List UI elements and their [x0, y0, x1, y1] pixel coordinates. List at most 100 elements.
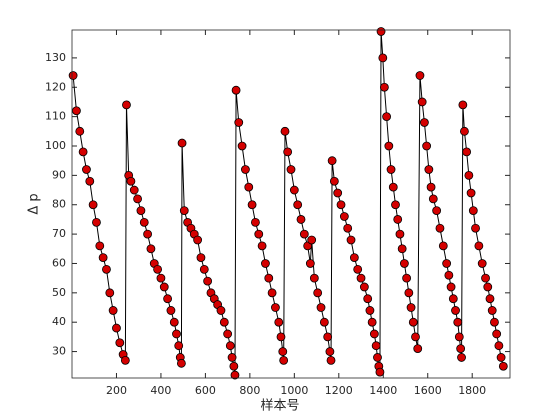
data-point — [426, 182, 436, 192]
data-point — [406, 303, 416, 312]
data-point — [402, 273, 412, 283]
data-point — [271, 303, 280, 312]
data-point — [196, 253, 206, 262]
data-point — [428, 194, 438, 204]
data-point — [276, 332, 286, 342]
data-point — [126, 176, 136, 186]
data-point — [474, 241, 484, 251]
data-point — [388, 182, 398, 192]
data-point — [219, 317, 229, 327]
data-point — [234, 118, 244, 127]
data-point — [244, 182, 254, 192]
data-point — [420, 118, 429, 127]
y-tick-label: 60 — [52, 256, 66, 269]
data-point — [386, 165, 396, 174]
data-point — [379, 82, 389, 92]
data-point — [267, 288, 277, 298]
data-point — [327, 156, 337, 166]
data-point — [384, 141, 394, 151]
data-point — [172, 329, 181, 339]
data-point — [490, 317, 499, 327]
x-tick-label: 1000 — [280, 384, 308, 397]
data-point — [365, 306, 375, 315]
data-point — [176, 358, 186, 368]
data-point — [363, 294, 373, 304]
data-point — [415, 71, 425, 80]
x-tick-label: 200 — [106, 384, 127, 397]
data-point — [417, 97, 427, 107]
data-point — [339, 212, 349, 221]
data-point — [279, 355, 289, 365]
data-point — [143, 229, 152, 239]
data-point — [442, 259, 452, 268]
data-point — [397, 244, 407, 254]
x-axis-label: 样本号 — [260, 399, 299, 414]
data-point — [237, 141, 247, 151]
y-tick-label: 110 — [45, 110, 66, 123]
data-point — [471, 223, 480, 233]
data-point — [166, 306, 176, 315]
data-point — [413, 344, 423, 354]
data-point — [169, 317, 179, 327]
data-point — [223, 329, 233, 339]
x-tick-label: 400 — [150, 384, 171, 397]
data-point — [325, 347, 335, 356]
data-point — [492, 329, 502, 339]
x-tick-label: 1800 — [458, 384, 486, 397]
data-point — [457, 353, 466, 362]
data-point — [375, 367, 385, 377]
data-point — [453, 317, 463, 327]
data-point — [404, 288, 414, 298]
data-point — [193, 235, 203, 245]
data-point — [274, 317, 284, 327]
data-point — [163, 294, 173, 304]
data-point — [346, 235, 356, 245]
data-point — [356, 273, 366, 283]
data-point — [251, 217, 260, 227]
data-point — [122, 100, 131, 110]
data-point — [257, 241, 267, 251]
data-point — [487, 306, 497, 315]
data-point — [174, 341, 184, 351]
data-point — [231, 85, 241, 95]
y-tick-label: 70 — [52, 227, 66, 240]
data-point — [458, 100, 468, 110]
data-point — [343, 223, 353, 233]
data-point — [247, 200, 257, 210]
data-point — [203, 276, 213, 286]
data-point — [82, 165, 91, 174]
data-point — [305, 259, 315, 268]
data-point — [286, 165, 296, 174]
data-point — [451, 306, 460, 315]
data-point — [371, 341, 381, 351]
data-point — [408, 317, 418, 327]
data-point — [85, 176, 95, 186]
data-point — [108, 306, 118, 315]
data-point — [376, 27, 386, 36]
y-tick-label: 120 — [45, 80, 66, 93]
data-point — [280, 126, 290, 136]
data-point — [307, 235, 317, 245]
data-point — [329, 176, 339, 186]
data-point — [289, 185, 299, 195]
data-point — [264, 273, 274, 283]
data-point — [146, 244, 156, 254]
data-point — [359, 282, 369, 292]
data-point — [225, 341, 235, 351]
data-point — [460, 126, 469, 136]
x-tick-label: 1600 — [414, 384, 442, 397]
data-point — [68, 71, 78, 80]
data-point — [120, 355, 130, 365]
data-point — [129, 185, 139, 195]
data-point — [313, 288, 323, 298]
data-point — [395, 229, 405, 239]
data-point — [333, 188, 343, 198]
data-point — [319, 317, 329, 327]
data-point — [241, 165, 250, 174]
data-point — [456, 344, 466, 354]
data-point — [454, 332, 464, 342]
y-tick-label: 100 — [45, 139, 66, 152]
y-tick-label: 50 — [52, 286, 66, 299]
data-point — [411, 332, 420, 342]
